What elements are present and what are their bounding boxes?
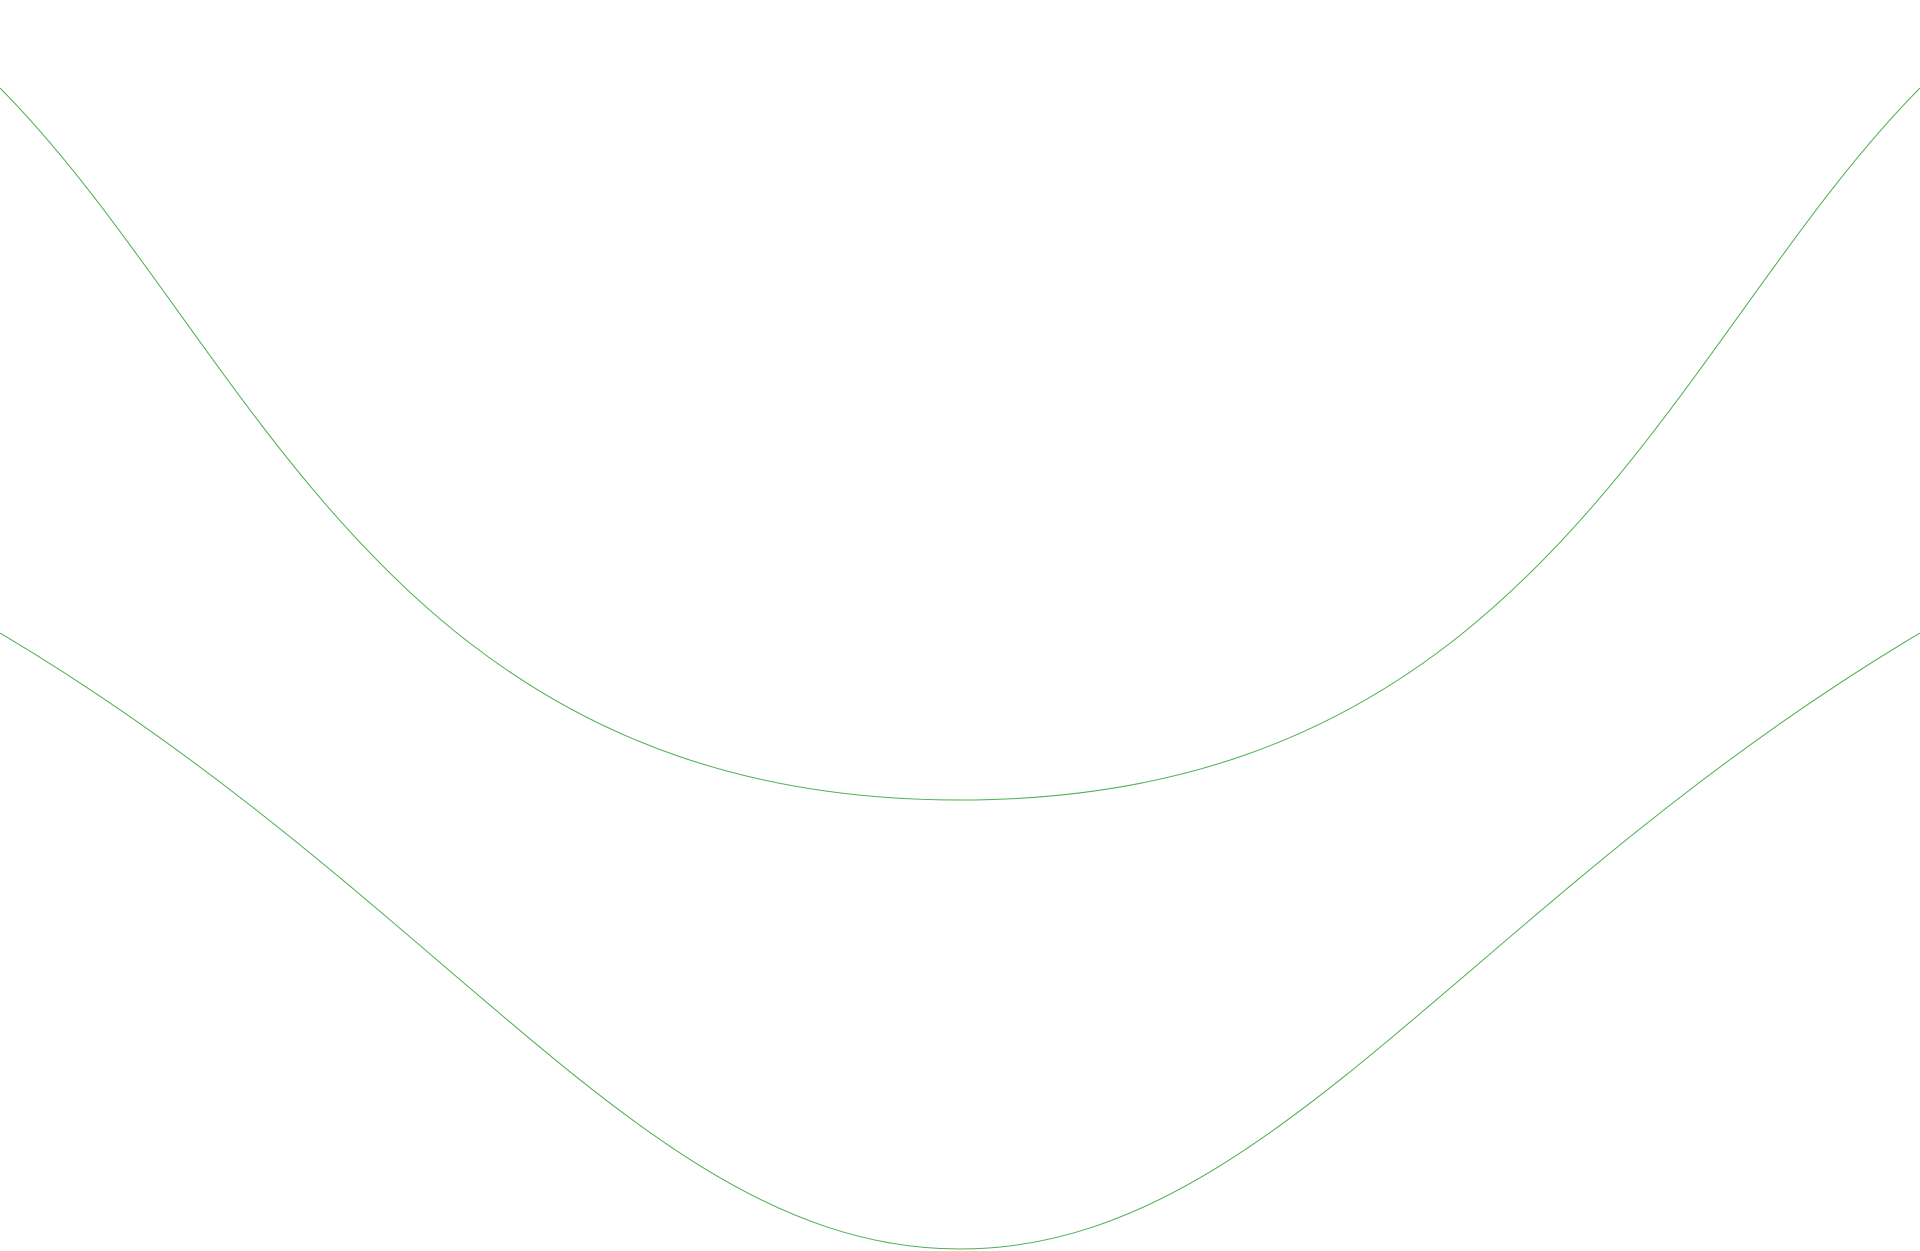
- upper-wave-curve: [0, 87, 1920, 801]
- lower-wave-curve: [0, 632, 1920, 1250]
